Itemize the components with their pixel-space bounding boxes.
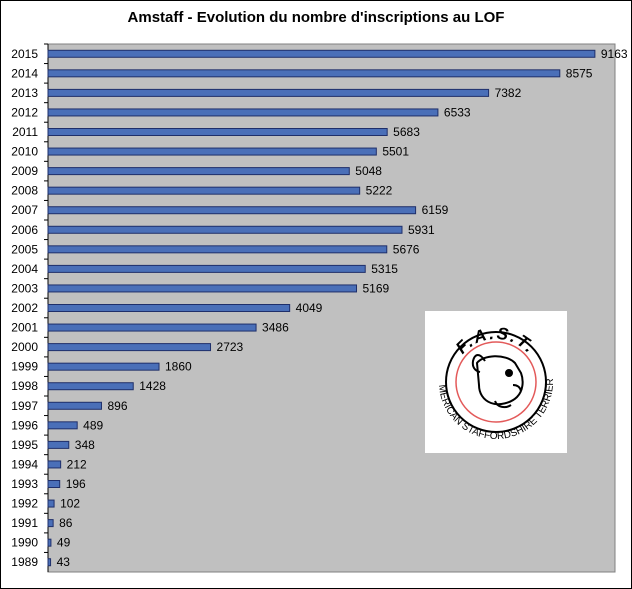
y-tick-label: 2012 xyxy=(11,105,38,119)
bar-2012 xyxy=(47,108,439,117)
bar-2000 xyxy=(47,343,212,352)
data-label-2005: 5676 xyxy=(393,242,420,256)
data-label-2006: 5931 xyxy=(408,223,435,237)
y-tick-label: 2006 xyxy=(11,223,38,237)
y-tick-label: 1994 xyxy=(11,457,38,471)
data-label-2003: 5169 xyxy=(363,281,390,295)
data-label-1989: 43 xyxy=(57,555,71,569)
bar-2003 xyxy=(47,284,358,293)
y-tick-label: 1997 xyxy=(11,399,38,413)
bar-1999 xyxy=(47,362,160,371)
data-label-1999: 1860 xyxy=(165,360,192,374)
bar-2011 xyxy=(47,128,388,136)
data-label-2015: 9163 xyxy=(601,47,628,61)
bar-2006 xyxy=(47,225,403,234)
y-tick-label: 2001 xyxy=(11,321,38,335)
y-tick-label: 2005 xyxy=(11,242,38,256)
y-tick-label: 2004 xyxy=(11,262,38,276)
data-label-2013: 7382 xyxy=(495,86,522,100)
data-label-2001: 3486 xyxy=(262,321,289,335)
y-tick-label: 1995 xyxy=(11,438,38,452)
y-tick-label: 1999 xyxy=(11,360,38,374)
bar-2007 xyxy=(47,206,417,215)
data-label-1993: 196 xyxy=(66,477,86,491)
data-label-2008: 5222 xyxy=(366,184,393,198)
data-label-1995: 348 xyxy=(75,438,95,452)
bar-2008 xyxy=(47,186,361,195)
bar-1997 xyxy=(47,401,102,410)
bar-2001 xyxy=(47,323,257,332)
y-tick-label: 2015 xyxy=(11,47,38,61)
y-tick-label: 2007 xyxy=(11,203,38,217)
bar-2014 xyxy=(47,69,561,78)
data-label-1992: 102 xyxy=(60,497,80,511)
y-tick-label: 2008 xyxy=(11,184,38,198)
y-tick-label: 2011 xyxy=(12,125,38,139)
data-label-1991: 86 xyxy=(59,516,73,530)
y-tick-label: 1992 xyxy=(11,497,38,511)
data-label-2010: 5501 xyxy=(382,145,409,159)
bar-2010 xyxy=(47,147,377,156)
bar-1998 xyxy=(47,382,134,391)
data-label-2002: 4049 xyxy=(296,301,323,315)
data-label-1994: 212 xyxy=(67,457,87,471)
bar-2015 xyxy=(47,49,596,58)
bar-2004 xyxy=(47,264,366,273)
dog-head-icon xyxy=(471,354,524,409)
bar-2009 xyxy=(47,167,350,176)
y-tick-label: 1989 xyxy=(11,555,38,569)
bar-1989 xyxy=(47,558,52,567)
y-tick-label: 2010 xyxy=(11,145,38,159)
bar-1991 xyxy=(47,519,54,528)
bar-1995 xyxy=(47,440,70,449)
y-tick-label: 1991 xyxy=(11,516,38,530)
bar-1990 xyxy=(47,538,52,547)
data-label-2012: 6533 xyxy=(444,105,471,119)
data-label-1998: 1428 xyxy=(139,379,166,393)
data-label-2014: 8575 xyxy=(566,66,593,80)
chart-title: Amstaff - Evolution du nombre d'inscript… xyxy=(127,9,505,26)
y-tick-label: 1990 xyxy=(11,536,38,550)
bar-1993 xyxy=(47,480,61,488)
data-label-2009: 5048 xyxy=(355,164,382,178)
data-label-1997: 896 xyxy=(107,399,127,413)
data-label-1996: 489 xyxy=(83,418,103,432)
logo-inner-ring xyxy=(455,341,537,423)
bar-1992 xyxy=(47,499,55,508)
y-tick-label: 2002 xyxy=(11,301,38,315)
y-tick-label: 1993 xyxy=(11,477,38,491)
data-label-2004: 5315 xyxy=(371,262,398,276)
data-label-1990: 49 xyxy=(57,536,71,550)
y-tick-label: 2003 xyxy=(11,281,38,295)
data-label-2011: 5683 xyxy=(393,125,420,139)
bar-2005 xyxy=(47,245,388,254)
bar-2013 xyxy=(47,88,490,97)
y-tick-label: 2013 xyxy=(11,86,38,100)
y-tick-label: 2009 xyxy=(11,164,38,178)
logo-top-text: F.A.S.T. xyxy=(452,324,540,358)
y-tick-label: 1998 xyxy=(11,379,38,393)
y-tick-label: 2000 xyxy=(11,340,38,354)
bar-1996 xyxy=(47,421,78,430)
logo-outer-ring xyxy=(445,331,547,433)
bar-1994 xyxy=(47,460,62,469)
fast-logo: F.A.S.T. AMERICAN STAFFORDSHIRE TERRIER xyxy=(425,311,567,453)
y-tick-label: 2014 xyxy=(11,66,38,80)
data-label-2000: 2723 xyxy=(217,340,244,354)
y-tick-label: 1996 xyxy=(11,418,38,432)
bar-2002 xyxy=(47,304,291,312)
data-label-2007: 6159 xyxy=(422,203,449,217)
